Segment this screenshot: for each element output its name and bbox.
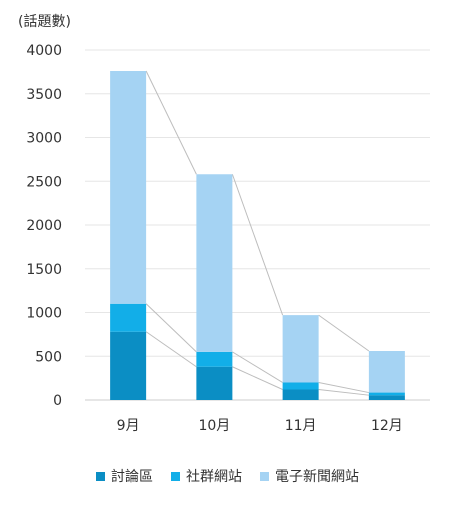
bar-11月-討論區 bbox=[282, 389, 319, 400]
bar-9月-討論區 bbox=[110, 331, 147, 400]
connector-2-0 bbox=[318, 389, 369, 396]
bar-10月-電子新聞網站 bbox=[196, 174, 233, 352]
legend-swatch-social bbox=[171, 471, 180, 481]
legend-item-news[interactable]: 電子新聞網站 bbox=[260, 466, 359, 486]
y-tick-label-2500: 2500 bbox=[26, 174, 62, 190]
bars bbox=[110, 71, 405, 400]
bar-10月-社群網站 bbox=[196, 351, 233, 367]
legend-swatch-news bbox=[260, 471, 269, 481]
y-axis-unit-label: (話題數) bbox=[18, 13, 71, 30]
connector-1-1 bbox=[232, 351, 283, 383]
bar-9月-電子新聞網站 bbox=[110, 71, 147, 304]
y-tick-labels: 0 500 1000 1500 2000 2500 3000 3500 4000 bbox=[26, 43, 62, 409]
y-tick-label-3000: 3000 bbox=[26, 131, 62, 147]
bar-9月-社群網站 bbox=[110, 303, 147, 332]
x-tick-labels: 9月 10月 11月 12月 bbox=[117, 418, 403, 434]
bar-11月-電子新聞網站 bbox=[282, 315, 319, 383]
y-tick-label-0: 0 bbox=[53, 393, 62, 409]
y-tick-label-500: 500 bbox=[35, 349, 62, 365]
bar-11月-社群網站 bbox=[282, 382, 319, 390]
legend: 討論區 社群網站 電子新聞網站 bbox=[0, 466, 455, 486]
y-tick-label-1000: 1000 bbox=[26, 306, 62, 322]
legend-label-social: 社群網站 bbox=[186, 469, 242, 485]
connector-1-0 bbox=[232, 366, 283, 390]
y-tick-label-4000: 4000 bbox=[26, 43, 62, 59]
legend-item-forum[interactable]: 討論區 bbox=[96, 466, 153, 486]
y-tick-label-1500: 1500 bbox=[26, 262, 62, 278]
connector-0-0 bbox=[145, 331, 197, 368]
bar-10月-討論區 bbox=[196, 366, 233, 400]
x-tick-label-10月: 10月 bbox=[198, 418, 230, 434]
y-tick-label-2000: 2000 bbox=[26, 218, 62, 234]
x-tick-label-12月: 12月 bbox=[371, 418, 403, 434]
connector-0-1 bbox=[145, 303, 197, 353]
legend-label-forum: 討論區 bbox=[111, 469, 153, 485]
connector-2-2 bbox=[318, 314, 370, 352]
connector-1-2 bbox=[231, 174, 284, 316]
x-tick-label-11月: 11月 bbox=[285, 418, 317, 434]
legend-label-news: 電子新聞網站 bbox=[275, 469, 359, 485]
y-tick-label-3500: 3500 bbox=[26, 87, 62, 103]
connector-0-2 bbox=[145, 70, 197, 175]
bar-12月-討論區 bbox=[368, 395, 405, 400]
connector-lines bbox=[145, 70, 370, 396]
bar-12月-電子新聞網站 bbox=[368, 351, 405, 393]
legend-swatch-forum bbox=[96, 471, 105, 481]
bar-12月-社群網站 bbox=[368, 392, 405, 396]
connector-2-1 bbox=[318, 382, 369, 394]
x-tick-label-9月: 9月 bbox=[117, 418, 140, 434]
legend-item-social[interactable]: 社群網站 bbox=[171, 466, 242, 486]
